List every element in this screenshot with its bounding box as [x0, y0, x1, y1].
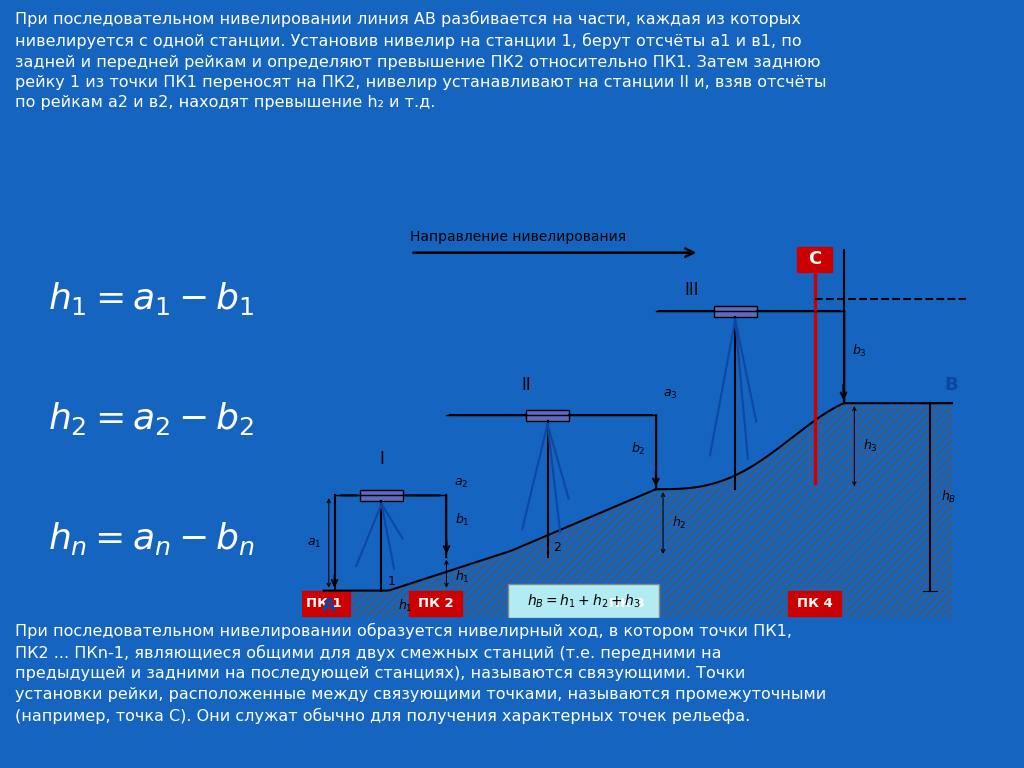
Text: При последовательном нивелировании образуется нивелирный ход, в котором точки ПК: При последовательном нивелировании образ… — [15, 623, 826, 724]
Text: 1: 1 — [387, 574, 395, 588]
Text: $h_3$: $h_3$ — [863, 439, 878, 454]
Text: $h_B = h_1 + h_2 + h_3$: $h_B = h_1 + h_2 + h_3$ — [526, 593, 641, 611]
Bar — [359, 490, 403, 501]
Text: $h_1$: $h_1$ — [455, 569, 470, 584]
FancyBboxPatch shape — [409, 591, 463, 617]
Text: III: III — [685, 281, 699, 299]
Text: I: I — [379, 450, 384, 468]
Text: ПК 1: ПК 1 — [306, 597, 342, 610]
Text: A: A — [323, 597, 336, 614]
Text: $b_1$: $b_1$ — [455, 512, 470, 528]
Bar — [714, 306, 757, 316]
FancyBboxPatch shape — [600, 591, 653, 617]
Text: $h_B$: $h_B$ — [941, 489, 956, 505]
FancyBboxPatch shape — [798, 247, 831, 273]
Text: ПК 4: ПК 4 — [797, 597, 833, 610]
Text: II: II — [521, 376, 530, 394]
FancyBboxPatch shape — [297, 591, 350, 617]
Text: B: B — [944, 376, 958, 394]
Text: ПК 3: ПК 3 — [609, 597, 645, 610]
FancyBboxPatch shape — [787, 591, 842, 617]
FancyBboxPatch shape — [508, 584, 659, 618]
Text: C: C — [808, 250, 821, 269]
Text: $a_1$: $a_1$ — [307, 536, 322, 550]
Text: $h_2 = a_2 - b_2$: $h_2 = a_2 - b_2$ — [48, 400, 254, 437]
Text: $a_3$: $a_3$ — [664, 387, 678, 401]
Text: $h_1 = a_1 - b_1$: $h_1 = a_1 - b_1$ — [48, 280, 254, 317]
Text: При последовательном нивелировании линия АВ разбивается на части, каждая из кото: При последовательном нивелировании линия… — [15, 11, 826, 111]
Text: Направление нивелирования: Направление нивелирования — [411, 230, 627, 244]
Text: 2: 2 — [553, 541, 561, 554]
Text: $h_2$: $h_2$ — [672, 515, 686, 531]
Text: $b_3$: $b_3$ — [852, 343, 867, 359]
Bar — [526, 410, 569, 421]
Text: ПК 2: ПК 2 — [418, 597, 454, 610]
Text: $b_2$: $b_2$ — [631, 442, 645, 457]
Text: $h_n = a_n - b_n$: $h_n = a_n - b_n$ — [47, 520, 255, 557]
Text: $h_1$: $h_1$ — [397, 598, 413, 614]
Text: $a_2$: $a_2$ — [454, 476, 468, 490]
